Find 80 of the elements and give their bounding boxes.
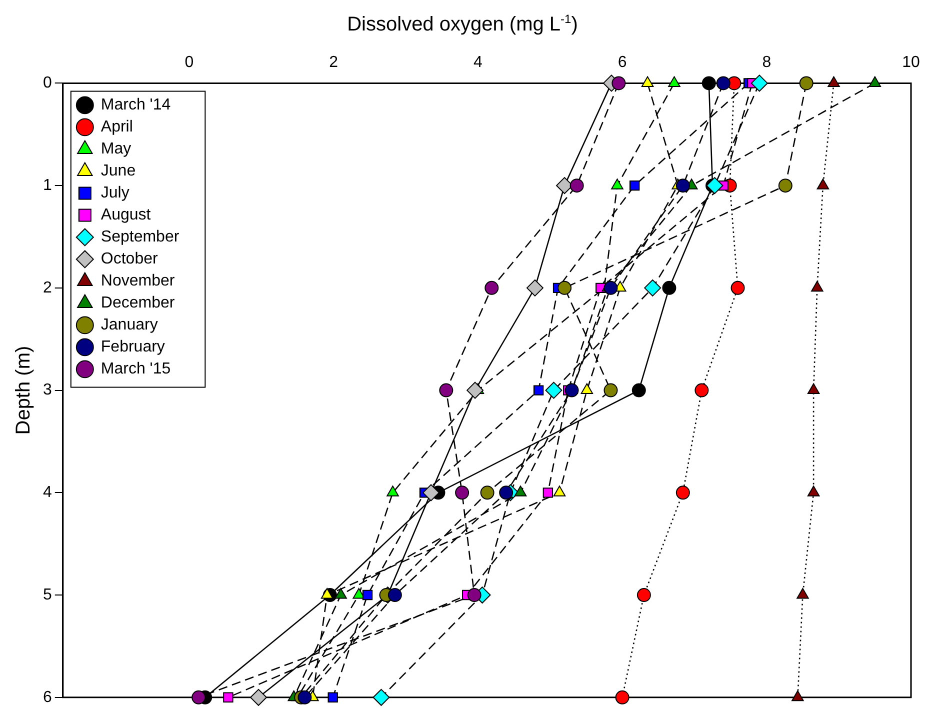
legend-label: July [100,184,130,202]
legend-label: August [100,206,152,224]
point [676,486,690,500]
point [615,690,630,704]
point [480,486,494,500]
point [612,76,626,90]
point [604,383,618,398]
legend-label: February [100,338,165,356]
point [467,588,482,602]
y-tick-label: 2 [42,279,52,296]
point [192,690,206,704]
point [644,279,662,296]
point [320,588,334,599]
legend-label: June [100,162,136,180]
legend-label: October [100,250,158,268]
legend-label: September [100,228,180,246]
point [553,486,566,496]
legend-label: December [100,294,176,312]
point [328,692,338,702]
point [545,382,562,399]
legend-label: May [100,140,132,158]
point [796,588,809,599]
point [807,383,820,394]
y-axis-title: Depth (m) [12,346,35,435]
point [629,180,640,191]
x-tick-label: 8 [762,54,772,72]
legend-label: January [100,316,158,334]
point [604,280,618,295]
point [250,688,268,706]
point [466,382,484,399]
y-tick-label: 6 [42,688,52,706]
point [514,486,527,496]
point [730,280,745,295]
point [499,486,514,500]
point [484,280,499,295]
point [676,178,690,193]
point [778,178,792,193]
point [526,279,544,296]
legend-label: April [100,118,133,136]
point [580,383,594,394]
point [632,383,646,398]
point [807,486,820,496]
y-tick-label: 3 [42,382,52,399]
point [533,385,544,396]
x-axis-title: Dissolved oxygen (mg L$^{-1}$) [346,12,579,37]
point [792,690,804,702]
point [298,690,312,704]
x-tick-label: 2 [329,54,338,72]
point [636,588,651,602]
x-tick-label: 10 [902,54,920,72]
x-tick-label: 6 [618,54,627,72]
legend-label: March '14 [100,96,171,114]
point [439,383,454,398]
y-tick-label: 1 [42,176,52,194]
point [570,178,584,193]
point [702,76,716,90]
y-tick-label: 5 [42,586,52,604]
point [372,688,390,706]
point [388,588,402,602]
legend-label: November [100,272,176,290]
point [334,588,347,599]
point [542,488,554,498]
point [564,383,579,398]
point [223,692,234,702]
point [716,76,730,90]
point [558,280,572,295]
point [750,74,768,92]
point [662,280,676,295]
legend-label: March '15 [100,360,171,378]
y-tick-label: 4 [42,484,52,502]
point [694,383,709,398]
x-tick-label: 4 [473,54,482,72]
point [799,76,814,90]
point [362,590,373,600]
point [455,486,470,500]
point [386,486,399,496]
point [706,177,724,194]
point [422,484,440,502]
x-tick-label: 0 [184,54,194,72]
y-tick-label: 0 [42,74,52,92]
